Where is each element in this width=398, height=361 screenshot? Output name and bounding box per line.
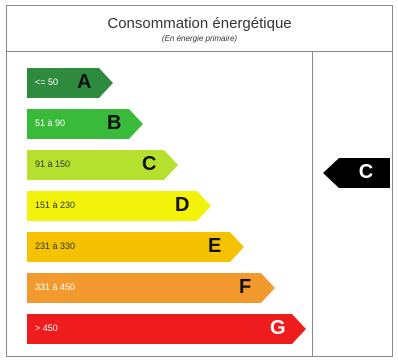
bar-range-label: 51 à 90	[35, 118, 66, 128]
label-header: Consommation énergétique (En énergie pri…	[7, 6, 392, 52]
bar-range-label: 151 à 230	[35, 200, 76, 210]
bar-arrow-tip	[197, 191, 211, 221]
bar-grade-letter: C	[142, 153, 157, 175]
bar-grade-letter: B	[107, 112, 122, 134]
label-subtitle: (En énergie primaire)	[161, 34, 238, 43]
bar-range-label: 231 à 330	[35, 241, 76, 251]
bar-body	[27, 191, 197, 221]
bar-grade-letter: F	[239, 276, 252, 298]
energy-label: Consommation énergétique (En énergie pri…	[6, 5, 393, 357]
indicator-arrow	[323, 158, 339, 188]
current-class-grade: C	[358, 161, 374, 183]
bar-body	[27, 150, 164, 180]
bar-grade-letter: G	[270, 317, 286, 339]
bar-grade-letter: A	[77, 71, 92, 93]
bar-body	[27, 68, 99, 98]
bar-arrow-tip	[261, 273, 275, 303]
bar-arrow-tip	[129, 109, 143, 139]
bar-body	[27, 232, 230, 262]
bar-arrow-tip	[292, 314, 306, 344]
bar-body	[27, 314, 292, 344]
bar-body	[27, 109, 129, 139]
indicator-body	[339, 158, 390, 188]
bar-grade-letter: E	[208, 235, 222, 257]
bar-grade-letter: D	[175, 194, 190, 216]
bar-arrow-tip	[99, 68, 113, 98]
label-title: Consommation énergétique	[107, 15, 292, 32]
bar-body	[27, 273, 261, 303]
bar-range-label: 331 à 450	[35, 282, 76, 292]
bar-range-label: > 450	[35, 323, 58, 333]
bar-arrow-tip	[164, 150, 178, 180]
bar-range-label: <= 50	[35, 77, 59, 87]
bar-range-label: 91 à 150	[35, 159, 71, 169]
column-divider	[312, 52, 313, 357]
bar-arrow-tip	[230, 232, 244, 262]
